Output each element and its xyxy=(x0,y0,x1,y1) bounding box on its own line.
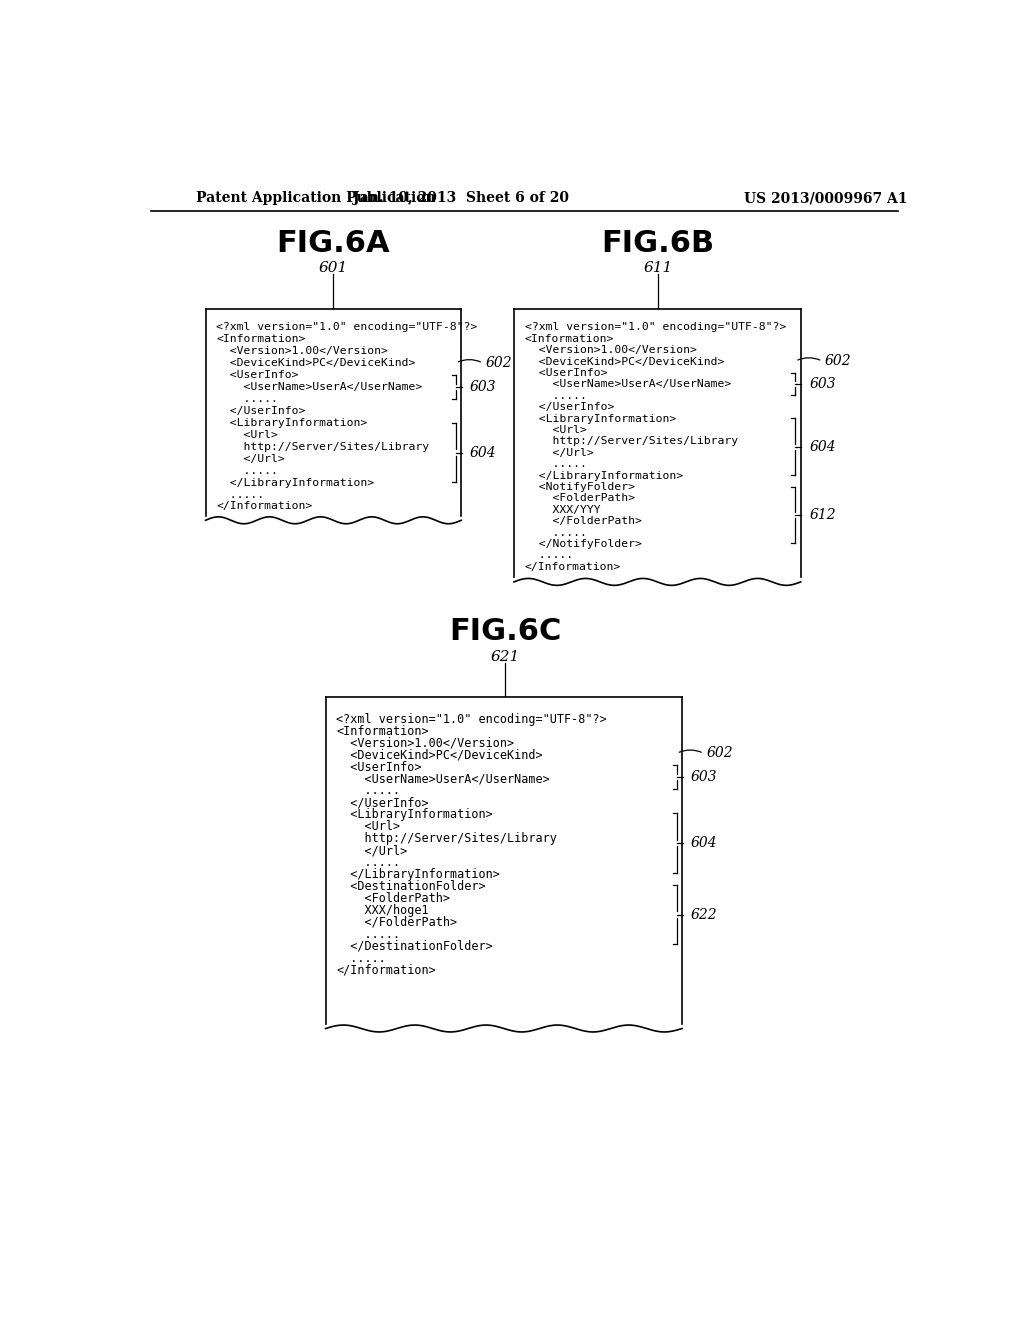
Text: 603: 603 xyxy=(809,378,836,391)
Text: <UserInfo>: <UserInfo> xyxy=(216,370,299,380)
Text: <Version>1.00</Version>: <Version>1.00</Version> xyxy=(216,346,388,356)
Text: US 2013/0009967 A1: US 2013/0009967 A1 xyxy=(743,191,907,206)
Text: 622: 622 xyxy=(690,908,717,921)
Text: Jan. 10, 2013  Sheet 6 of 20: Jan. 10, 2013 Sheet 6 of 20 xyxy=(353,191,569,206)
Text: .....: ..... xyxy=(216,395,279,404)
Text: <Url>: <Url> xyxy=(337,820,400,833)
Text: 621: 621 xyxy=(490,649,520,664)
Text: </Information>: </Information> xyxy=(337,964,436,977)
Text: </FolderPath>: </FolderPath> xyxy=(524,516,642,527)
Text: FIG.6C: FIG.6C xyxy=(450,618,561,647)
Text: 602: 602 xyxy=(707,746,733,760)
Text: <Url>: <Url> xyxy=(524,425,587,436)
Text: .....: ..... xyxy=(524,528,587,537)
Text: <FolderPath>: <FolderPath> xyxy=(524,494,635,503)
Text: </Url>: </Url> xyxy=(216,454,285,463)
Bar xyxy=(514,309,801,582)
Text: <DestinationFolder>: <DestinationFolder> xyxy=(337,880,486,892)
Text: <Information>: <Information> xyxy=(524,334,614,343)
Text: <?xml version="1.0" encoding="UTF-8"?>: <?xml version="1.0" encoding="UTF-8"?> xyxy=(337,713,607,726)
Text: <UserName>UserA</UserName>: <UserName>UserA</UserName> xyxy=(524,379,731,389)
Text: <NotifyFolder>: <NotifyFolder> xyxy=(524,482,635,492)
Text: .....: ..... xyxy=(524,459,587,469)
Text: <?xml version="1.0" encoding="UTF-8"?>: <?xml version="1.0" encoding="UTF-8"?> xyxy=(216,322,477,333)
Text: </DestinationFolder>: </DestinationFolder> xyxy=(337,940,494,953)
Text: </Url>: </Url> xyxy=(524,447,594,458)
Text: 602: 602 xyxy=(824,354,851,368)
Text: FIG.6B: FIG.6B xyxy=(601,228,715,257)
Text: <Version>1.00</Version>: <Version>1.00</Version> xyxy=(337,737,515,750)
Text: 611: 611 xyxy=(643,261,673,275)
Text: 603: 603 xyxy=(690,771,717,784)
Text: .....: ..... xyxy=(337,784,400,797)
Text: </FolderPath>: </FolderPath> xyxy=(337,916,458,929)
Text: <UserName>UserA</UserName>: <UserName>UserA</UserName> xyxy=(337,772,550,785)
Text: .....: ..... xyxy=(337,928,400,941)
Text: <?xml version="1.0" encoding="UTF-8"?>: <?xml version="1.0" encoding="UTF-8"?> xyxy=(524,322,786,333)
Text: http://Server/Sites/Library: http://Server/Sites/Library xyxy=(524,437,738,446)
Text: </Information>: </Information> xyxy=(524,562,621,572)
Text: .....: ..... xyxy=(216,490,264,499)
Text: http://Server/Sites/Library: http://Server/Sites/Library xyxy=(337,832,557,845)
Text: 603: 603 xyxy=(470,380,497,393)
Text: <LibraryInformation>: <LibraryInformation> xyxy=(216,418,368,428)
Text: </LibraryInformation>: </LibraryInformation> xyxy=(524,470,683,480)
Text: <UserInfo>: <UserInfo> xyxy=(337,760,422,774)
Text: <LibraryInformation>: <LibraryInformation> xyxy=(524,413,676,424)
Text: .....: ..... xyxy=(337,952,386,965)
Text: 604: 604 xyxy=(690,836,717,850)
Bar xyxy=(206,309,461,520)
Text: XXX/hoge1: XXX/hoge1 xyxy=(337,904,429,917)
Text: <Version>1.00</Version>: <Version>1.00</Version> xyxy=(524,346,696,355)
Text: .....: ..... xyxy=(216,466,279,475)
Text: Patent Application Publication: Patent Application Publication xyxy=(197,191,436,206)
Text: XXX/YYY: XXX/YYY xyxy=(524,504,600,515)
Text: </NotifyFolder>: </NotifyFolder> xyxy=(524,539,642,549)
Text: <DeviceKind>PC</DeviceKind>: <DeviceKind>PC</DeviceKind> xyxy=(524,356,724,367)
Text: </UserInfo>: </UserInfo> xyxy=(216,407,306,416)
Text: <UserName>UserA</UserName>: <UserName>UserA</UserName> xyxy=(216,381,423,392)
Text: <Url>: <Url> xyxy=(216,430,279,440)
Text: FIG.6A: FIG.6A xyxy=(276,228,390,257)
Text: .....: ..... xyxy=(524,550,572,560)
Bar xyxy=(326,697,682,1028)
Text: <FolderPath>: <FolderPath> xyxy=(337,892,451,904)
Text: <DeviceKind>PC</DeviceKind>: <DeviceKind>PC</DeviceKind> xyxy=(337,748,543,762)
Text: 604: 604 xyxy=(470,446,497,459)
Text: 601: 601 xyxy=(318,261,348,275)
Text: </LibraryInformation>: </LibraryInformation> xyxy=(337,869,501,880)
Text: .....: ..... xyxy=(337,857,400,869)
Text: </UserInfo>: </UserInfo> xyxy=(337,796,429,809)
Text: <Information>: <Information> xyxy=(337,725,429,738)
Text: 612: 612 xyxy=(809,508,836,521)
Text: <Information>: <Information> xyxy=(216,334,306,345)
Text: <LibraryInformation>: <LibraryInformation> xyxy=(337,808,494,821)
Text: <DeviceKind>PC</DeviceKind>: <DeviceKind>PC</DeviceKind> xyxy=(216,358,416,368)
Text: .....: ..... xyxy=(524,391,587,401)
Text: 604: 604 xyxy=(809,440,836,454)
Text: http://Server/Sites/Library: http://Server/Sites/Library xyxy=(216,442,429,451)
Text: 602: 602 xyxy=(485,356,512,370)
Text: <UserInfo>: <UserInfo> xyxy=(524,368,607,378)
Text: </Url>: </Url> xyxy=(337,843,408,857)
Text: </Information>: </Information> xyxy=(216,502,312,511)
Text: </LibraryInformation>: </LibraryInformation> xyxy=(216,478,375,487)
Text: </UserInfo>: </UserInfo> xyxy=(524,403,614,412)
